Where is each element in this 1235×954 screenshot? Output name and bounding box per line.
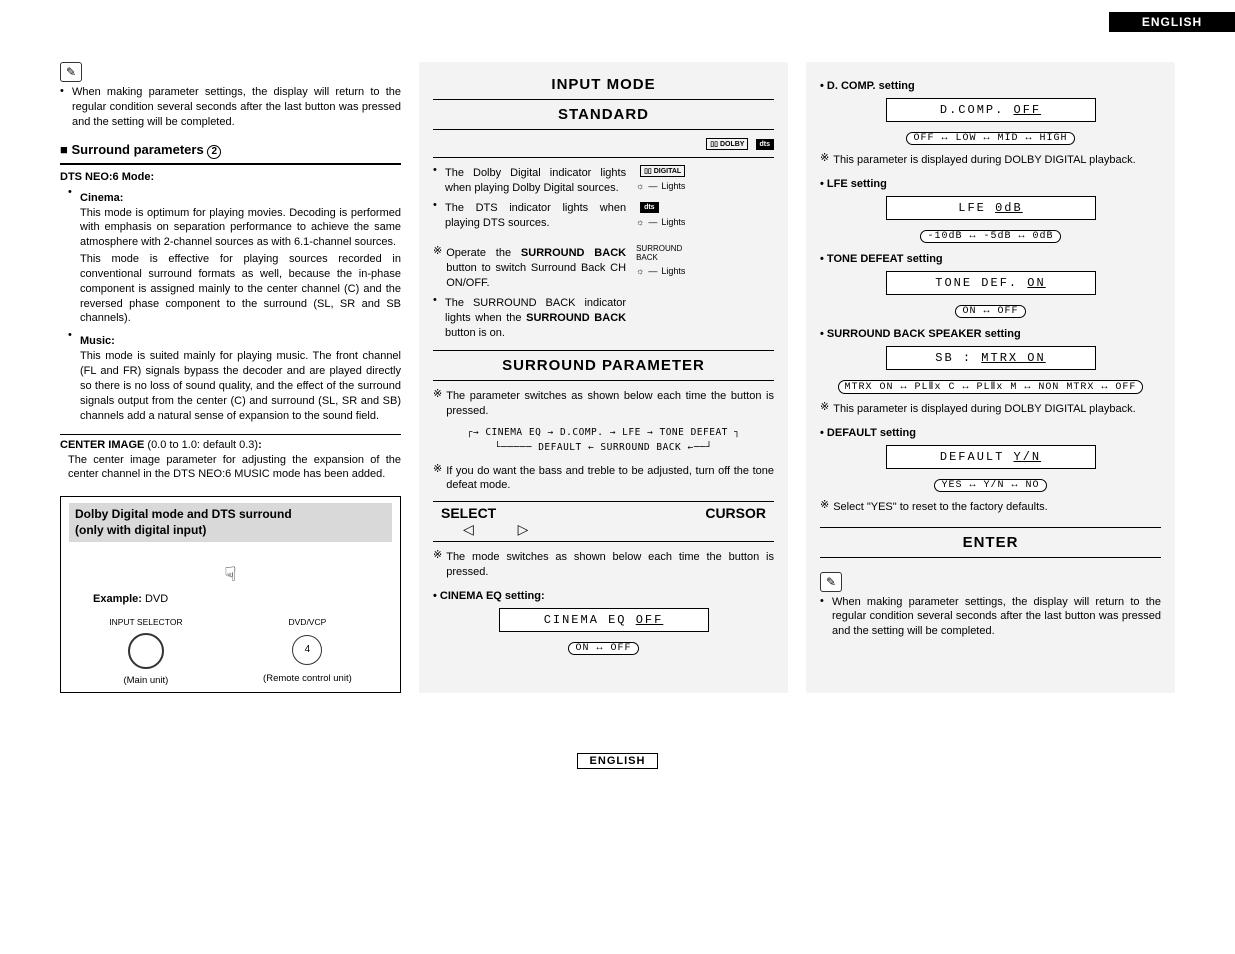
center-image-range: (0.0 to 1.0: default 0.3) bbox=[144, 439, 258, 451]
cinema-eq-setting-label: CINEMA EQ setting: bbox=[440, 590, 545, 602]
pill-sb-options: MTRX ON ↔ PLⅡx C ↔ PLⅡx M ↔ NON MTRX ↔ O… bbox=[838, 380, 1144, 394]
knob-icon bbox=[128, 633, 164, 669]
cursor-label: CURSOR bbox=[705, 505, 766, 521]
center-image-label: CENTER IMAGE bbox=[60, 439, 144, 451]
dolby-digital-small-icon: ▯▯ DIGITAL bbox=[640, 165, 685, 177]
sb-speaker-setting-label: SURROUND BACK SPEAKER setting bbox=[827, 328, 1021, 340]
dcomp-setting-label: D. COMP. setting bbox=[827, 80, 915, 92]
tone-defeat-note: If you do want the bass and treble to be… bbox=[446, 464, 774, 494]
format-logos: ▯▯ DOLBY dts bbox=[433, 133, 774, 154]
remote-unit-caption: (Remote control unit) bbox=[263, 673, 352, 684]
box-title-line1: Dolby Digital mode and DTS surround bbox=[75, 507, 386, 523]
example-label: Example: bbox=[93, 593, 142, 605]
triangle-icons: ◁ ▷ bbox=[463, 521, 774, 538]
remote-button-4: 4 bbox=[292, 635, 322, 665]
tone-defeat-setting-label: TONE DEFEAT setting bbox=[827, 253, 943, 265]
sb-note: This parameter is displayed during DOLBY… bbox=[833, 402, 1135, 417]
column-left: ✎ • When making parameter settings, the … bbox=[60, 12, 401, 693]
lights-label: Lights bbox=[661, 181, 685, 191]
dolby-indicator-note: The Dolby Digital indicator lights when … bbox=[445, 166, 626, 196]
footer-language: ENGLISH bbox=[577, 753, 659, 769]
pencil-icon: ✎ bbox=[60, 62, 82, 82]
title-input-mode: INPUT MODE bbox=[433, 76, 774, 93]
display-tone-defeat: TONE DEF. ON bbox=[886, 271, 1096, 295]
pencil-icon: ✎ bbox=[820, 572, 842, 592]
dts-small-icon: dts bbox=[640, 202, 659, 213]
dts-neo6-mode-label: DTS NEO:6 Mode: bbox=[60, 171, 401, 183]
main-unit-diagram: INPUT SELECTOR (Main unit) bbox=[109, 617, 182, 686]
pill-dcomp-options: OFF ↔ LOW ↔ MID ↔ HIGH bbox=[906, 132, 1074, 145]
cinema-description-1: This mode is optimum for playing movies.… bbox=[80, 206, 401, 251]
display-default: DEFAULT Y/N bbox=[886, 445, 1096, 469]
music-label: Music: bbox=[80, 335, 401, 347]
display-cinema-eq: CINEMA EQ OFF bbox=[499, 608, 709, 632]
hand-pointer-icon: ☟ bbox=[69, 562, 392, 587]
note-parameter-return: When making parameter settings, the disp… bbox=[72, 85, 401, 130]
surround-back-small-label: SURROUND BACK bbox=[636, 244, 774, 262]
param-switch-note: The parameter switches as shown below ea… bbox=[446, 389, 774, 419]
default-note: Select "YES" to reset to the factory def… bbox=[833, 500, 1047, 515]
light-icon: ☼ bbox=[636, 217, 644, 227]
center-image-description: The center image parameter for adjusting… bbox=[60, 453, 401, 483]
main-unit-caption: (Main unit) bbox=[109, 675, 182, 686]
pill-lfe-options: -10dB ↔ -5dB ↔ 0dB bbox=[920, 230, 1060, 243]
mode-switch-note: The mode switches as shown below each ti… bbox=[446, 550, 774, 580]
pill-cinema-eq-options: ON ↔ OFF bbox=[568, 642, 638, 655]
column-middle: INPUT MODE STANDARD ▯▯ DOLBY dts •The Do… bbox=[419, 62, 788, 693]
dcomp-note: This parameter is displayed during DOLBY… bbox=[833, 153, 1135, 168]
select-label: SELECT bbox=[441, 505, 496, 521]
pill-tone-options: ON ↔ OFF bbox=[955, 305, 1025, 318]
light-icon: ☼ bbox=[636, 266, 644, 276]
default-setting-label: DEFAULT setting bbox=[827, 427, 916, 439]
example-value: DVD bbox=[142, 593, 168, 605]
final-note: When making parameter settings, the disp… bbox=[832, 595, 1161, 640]
lfe-setting-label: LFE setting bbox=[827, 178, 887, 190]
section-surround-parameters: ■ Surround parameters 2 bbox=[60, 142, 401, 159]
dolby-logo-icon: ▯▯ DOLBY bbox=[706, 138, 748, 150]
pill-default-options: YES ↔ Y/N ↔ NO bbox=[934, 479, 1046, 492]
music-description: This mode is suited mainly for playing m… bbox=[80, 349, 401, 423]
cinema-label: Cinema: bbox=[80, 192, 401, 204]
enter-label: ENTER bbox=[820, 534, 1161, 551]
remote-unit-diagram: DVD/VCP 4 (Remote control unit) bbox=[263, 617, 352, 686]
input-selector-label: INPUT SELECTOR bbox=[109, 617, 182, 627]
dolby-dts-box: Dolby Digital mode and DTS surround (onl… bbox=[60, 496, 401, 693]
dts-logo-icon: dts bbox=[756, 139, 775, 150]
title-surround-parameter: SURROUND PARAMETER bbox=[433, 357, 774, 374]
light-icon: ☼ bbox=[636, 181, 644, 191]
parameter-flow-diagram: ┌→ CINEMA EQ → D.COMP. → LFE → TONE DEFE… bbox=[433, 425, 774, 455]
dvd-vcp-label: DVD/VCP bbox=[263, 617, 352, 627]
surround-back-indicator-note: The SURROUND BACK indicator lights when … bbox=[445, 296, 626, 341]
title-standard: STANDARD bbox=[433, 106, 774, 123]
display-sb: SB : MTRX ON bbox=[886, 346, 1096, 370]
box-title-line2: (only with digital input) bbox=[75, 523, 386, 539]
column-right: • D. COMP. setting D.COMP. OFF OFF ↔ LOW… bbox=[806, 62, 1175, 693]
bullet: • bbox=[60, 85, 68, 130]
display-dcomp: D.COMP. OFF bbox=[886, 98, 1096, 122]
display-lfe: LFE 0dB bbox=[886, 196, 1096, 220]
language-header: ENGLISH bbox=[1109, 12, 1235, 32]
surround-back-operate-note: Operate the SURROUND BACK button to swit… bbox=[446, 246, 626, 291]
dts-indicator-note: The DTS indicator lights when playing DT… bbox=[445, 201, 626, 231]
cinema-description-2: This mode is effective for playing sourc… bbox=[80, 252, 401, 326]
